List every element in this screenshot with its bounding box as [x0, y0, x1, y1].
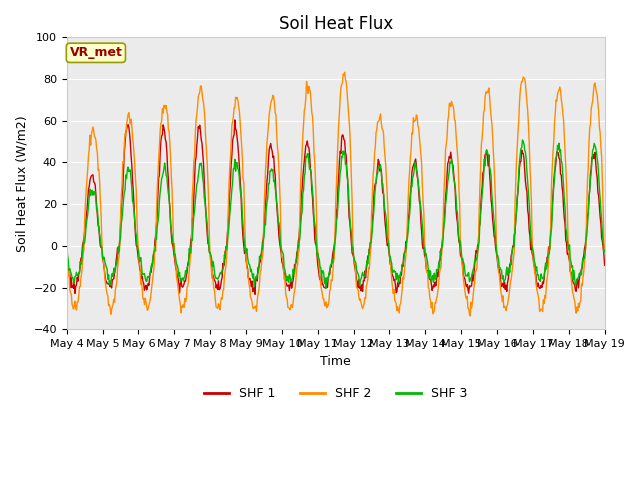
SHF 1 — [601, 263, 609, 268]
Line: SHF 1: SHF 1 — [67, 120, 605, 294]
SHF 2 — [204, 180, 212, 185]
SHF 3 — [380, 201, 388, 207]
SHF 3 — [553, 153, 561, 158]
Legend: SHF 1, SHF 2, SHF 3: SHF 1, SHF 2, SHF 3 — [198, 382, 473, 405]
SHF 3 — [433, 267, 441, 273]
Text: VR_met: VR_met — [70, 46, 122, 60]
SHF 2 — [553, 98, 561, 104]
SHF 3 — [181, 274, 189, 279]
SHF 1 — [231, 117, 239, 123]
SHF 3 — [204, 235, 212, 240]
SHF 1 — [434, 274, 442, 279]
Line: SHF 2: SHF 2 — [67, 72, 605, 316]
SHF 1 — [181, 278, 189, 284]
SHF 2 — [433, 293, 441, 299]
SHF 1 — [251, 291, 259, 297]
SHF 1 — [204, 240, 212, 246]
Line: SHF 3: SHF 3 — [67, 140, 605, 288]
SHF 3 — [328, 257, 336, 263]
Y-axis label: Soil Heat Flux (W/m2): Soil Heat Flux (W/m2) — [15, 115, 28, 252]
SHF 3 — [518, 137, 526, 143]
SHF 3 — [601, 248, 609, 254]
SHF 2 — [601, 250, 609, 256]
SHF 2 — [380, 144, 388, 150]
Title: Soil Heat Flux: Soil Heat Flux — [278, 15, 393, 33]
SHF 1 — [63, 251, 70, 257]
SHF 1 — [381, 219, 389, 225]
SHF 2 — [63, 252, 70, 258]
SHF 2 — [341, 70, 349, 75]
SHF 2 — [467, 313, 474, 319]
SHF 2 — [328, 277, 335, 283]
SHF 1 — [329, 251, 337, 257]
SHF 2 — [181, 296, 189, 301]
SHF 1 — [553, 149, 561, 155]
SHF 3 — [322, 286, 330, 291]
SHF 3 — [63, 244, 70, 250]
X-axis label: Time: Time — [321, 355, 351, 368]
